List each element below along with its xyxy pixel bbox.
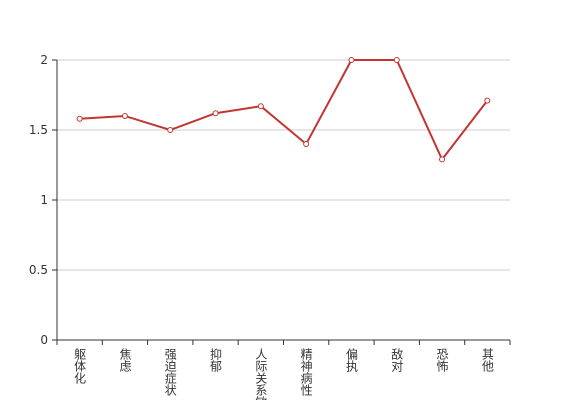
point xyxy=(484,97,491,104)
x-tick-label: 躯体化 xyxy=(73,347,87,385)
x-tick-label: 精神病性 xyxy=(299,348,313,397)
point xyxy=(121,113,128,119)
point xyxy=(439,156,446,163)
point xyxy=(167,127,174,133)
y-tick-label: 0 xyxy=(40,333,48,347)
x-tick-label: 其他 xyxy=(480,348,494,372)
point xyxy=(212,110,219,117)
x-tick-label: 人际关系敏感 xyxy=(254,348,268,400)
x-tick-label: 焦虑 xyxy=(118,348,132,372)
y-tick-label: 0.5 xyxy=(29,263,48,277)
x-tick-label: 偏执 xyxy=(344,347,358,373)
x-tick-label: 敌对 xyxy=(390,347,404,372)
point xyxy=(76,115,83,122)
point xyxy=(257,103,264,110)
line xyxy=(79,59,489,162)
x-tick-label: 恐怖 xyxy=(435,348,449,372)
y-tick-label: 2 xyxy=(40,53,48,67)
y-tick-label: 1 xyxy=(40,193,48,207)
point xyxy=(393,57,400,63)
point xyxy=(348,57,355,63)
y-tick-label: 1.5 xyxy=(29,123,48,137)
x-tick-label: 强迫症状 xyxy=(163,348,177,396)
x-tick-label: 抑郁 xyxy=(209,347,223,373)
point xyxy=(303,141,310,147)
